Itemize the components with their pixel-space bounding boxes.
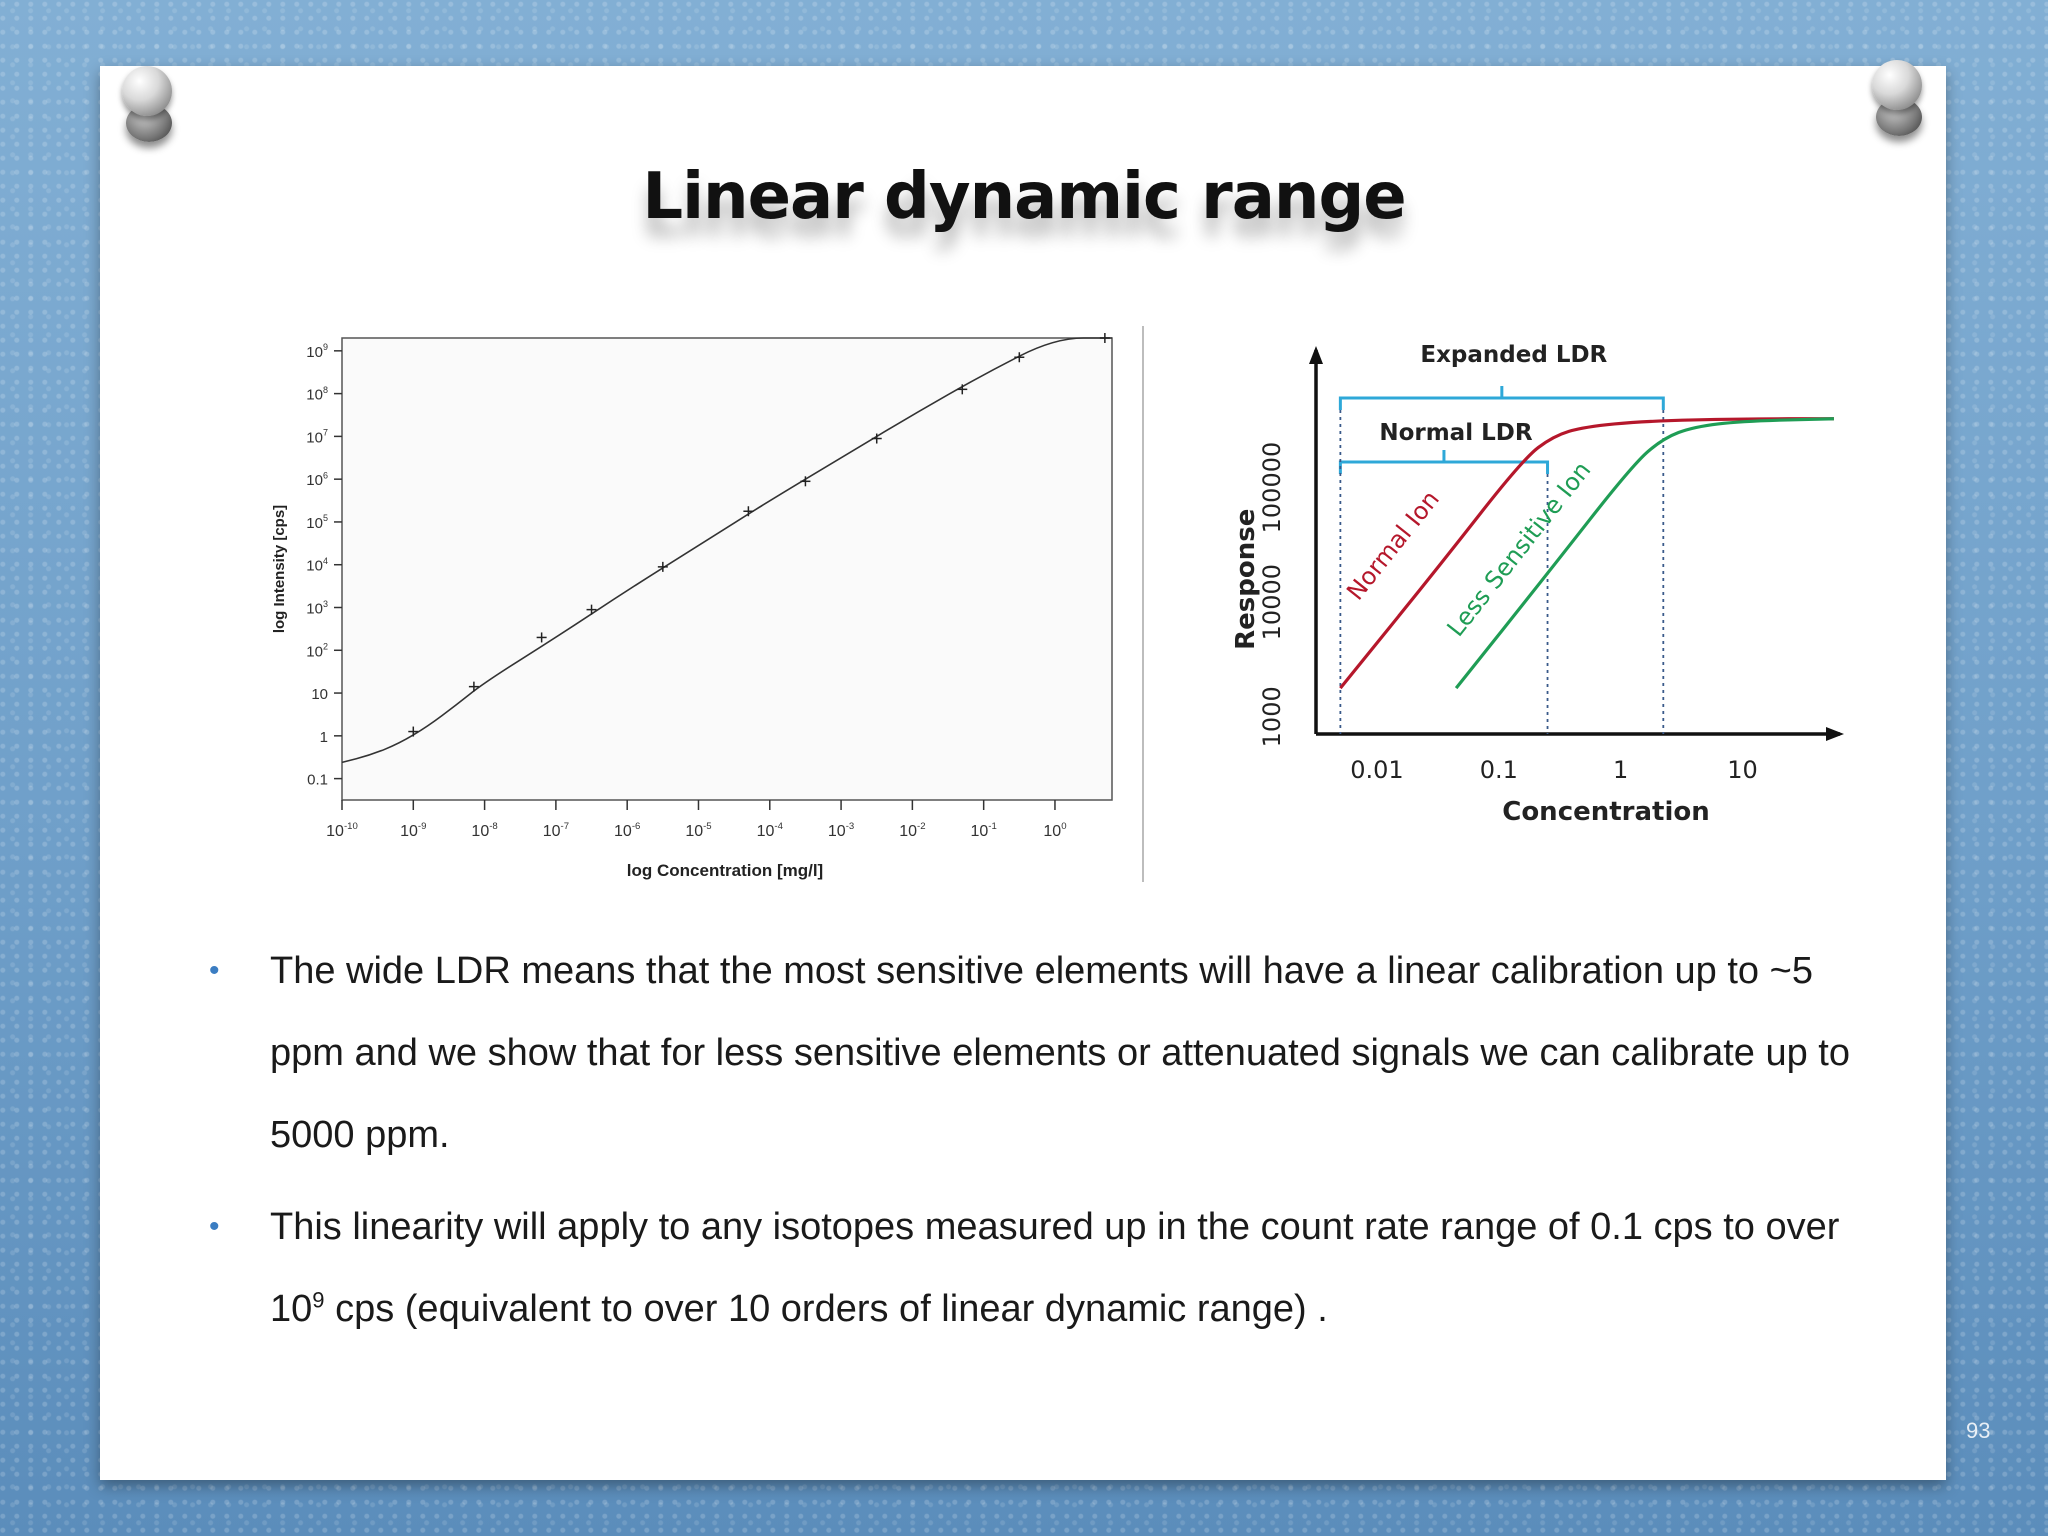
chart2-y-ticks: 1000 10000 100000 (1258, 442, 1286, 748)
chart1-y-tick-label: 108 (306, 385, 328, 404)
chart1-x-tick-label: 10-3 (828, 821, 854, 840)
chart1-fit-curve (341, 337, 1112, 764)
arrow-right-icon (1826, 727, 1844, 741)
chart1-y-tick-label: 106 (306, 470, 328, 489)
chart1-y-tick-label: 109 (306, 342, 328, 361)
chart1-y-tick-label: 107 (306, 428, 328, 447)
chart2-x-tick-label: 1 (1613, 756, 1628, 784)
chart1-y-tick-label: 103 (306, 599, 328, 618)
chart1-x-tick-label: 100 (1043, 821, 1066, 840)
chart2-series-line (1454, 417, 1834, 690)
chart1-y-axis-label: log Intensity [cps] (271, 505, 288, 633)
chart1-y-tick-label: 0.1 (307, 772, 328, 789)
chart2-x-ticks: 0.01 0.1 1 10 (1350, 756, 1758, 784)
slide-title: Linear dynamic range (642, 160, 1406, 234)
chart1-x-tick-label: 10-5 (685, 821, 711, 840)
chart1-plot-frame (341, 337, 1113, 801)
chart2-y-tick-label: 100000 (1258, 442, 1286, 534)
chart2-x-tick-label: 0.01 (1350, 756, 1403, 784)
chart1-y-ticks: 0.1 1 10 102 103 104 105 106 107 108 109 (306, 342, 342, 789)
chart-divider (1142, 326, 1144, 882)
chart1-y-tick-label: 102 (306, 642, 328, 661)
ldr-calibration-chart: 10-10 10-9 10-8 10-7 10-6 10-5 10-4 10-3 10-2 10-… (271, 333, 1113, 880)
chart1-x-tick-label: 10-7 (543, 821, 569, 840)
chart2-y-tick-label: 10000 (1258, 564, 1286, 640)
chart1-y-tick-label: 105 (306, 513, 328, 532)
chart1-y-tick-label: 1 (320, 729, 328, 746)
chart1-axes (341, 337, 1113, 801)
chart2-x-axis-label: Concentration (1502, 797, 1710, 827)
chart1-x-tick-label: 10-6 (614, 821, 640, 840)
chart2-x-tick-label: 10 (1727, 756, 1758, 784)
chart2-annotation-label: Normal LDR (1379, 420, 1533, 446)
chart1-x-ticks: 10-10 10-9 10-8 10-7 10-6 10-5 10-4 10-3 10-2 10-… (326, 800, 1067, 840)
chart1-x-tick-label: 10-9 (400, 821, 426, 840)
bullet-dot-icon: • (209, 1210, 220, 1243)
bullet-list: • The wide LDR means that the most sensi… (205, 930, 1885, 1360)
chart1-y-tick-label: 10 (311, 686, 328, 703)
chart1-x-tick-label: 10-1 (971, 821, 997, 840)
chart1-x-tick-label: 10-10 (326, 821, 358, 840)
arrow-up-icon (1309, 346, 1323, 364)
chart1-x-axis-label: log Concentration [mg/l] (627, 861, 823, 880)
bullet-text-pre: This linearity will apply to any isotope… (270, 1206, 1840, 1330)
chart1-x-tick-label: 10-4 (757, 821, 784, 840)
chart1-points (408, 333, 1110, 737)
bullet-dot-icon: • (209, 954, 220, 987)
pushpin-icon-left (112, 66, 182, 146)
chart2-x-tick-label: 0.1 (1480, 756, 1518, 784)
chart2-y-tick-label: 1000 (1258, 686, 1286, 747)
bullet-text-post: cps (equivalent to over 10 orders of lin… (324, 1288, 1328, 1330)
chart1-x-tick-label: 10-8 (471, 821, 497, 840)
chart2-y-axis-label: Response (1231, 509, 1261, 650)
page-number: 93 (1966, 1418, 1991, 1443)
chart2-axes (1309, 346, 1844, 741)
pushpin-icon-right (1862, 60, 1932, 140)
chart2-annotations: Expanded LDR Normal LDR (1338, 342, 1665, 734)
bullet-superscript: 9 (312, 1287, 325, 1313)
bullet-item: • The wide LDR means that the most sensi… (205, 930, 1885, 1176)
chart2-series-line (1339, 417, 1834, 690)
bullet-item: • This linearity will apply to any isoto… (205, 1186, 1885, 1350)
chart1-y-tick-label: 104 (306, 556, 328, 575)
chart2-annotation-label: Expanded LDR (1420, 342, 1607, 368)
chart1-x-tick-label: 10-2 (899, 821, 925, 840)
bullet-text: The wide LDR means that the most sensiti… (270, 950, 1850, 1156)
